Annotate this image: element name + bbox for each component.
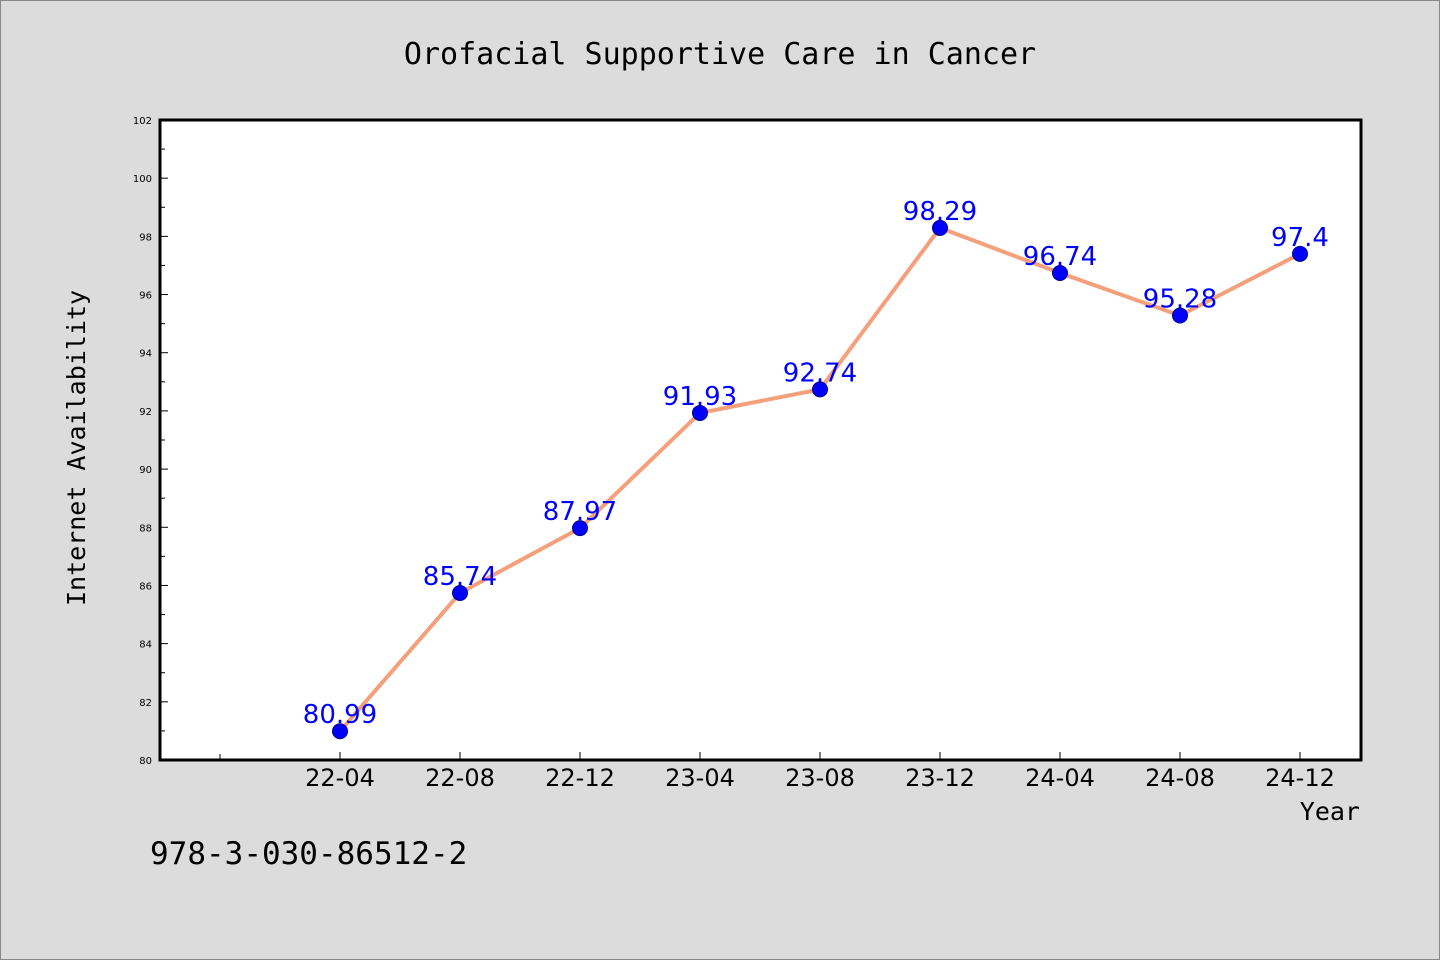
y-axis-ticks: 80 82 84 86 88 90 92 94 96 98 100 102 xyxy=(133,116,168,767)
y-tick-label: 82 xyxy=(139,698,152,709)
y-tick-label: 102 xyxy=(133,116,152,127)
plot-area xyxy=(158,118,1363,762)
data-label: 97.4 xyxy=(1271,223,1329,253)
x-tick-label: 24-12 xyxy=(1265,764,1335,792)
y-tick-label: 86 xyxy=(139,581,152,592)
data-point xyxy=(572,520,588,537)
chart-title: Orofacial Supportive Care in Cancer xyxy=(404,37,1036,72)
data-label: 92.74 xyxy=(783,358,857,388)
x-tick-label: 23-04 xyxy=(665,764,735,792)
y-tick-label: 80 xyxy=(139,756,152,767)
y-tick-label: 94 xyxy=(139,349,152,360)
data-point xyxy=(1052,265,1068,282)
x-axis-ticks: 22-04 22-08 22-12 23-04 23-08 23-12 24-04 24-08… xyxy=(219,752,1335,792)
data-label: 98.29 xyxy=(903,197,977,227)
data-point xyxy=(932,219,948,236)
data-label: 80.99 xyxy=(303,700,377,730)
x-axis-label: Year xyxy=(1300,797,1360,826)
data-label: 91.93 xyxy=(663,382,737,412)
y-tick-label: 84 xyxy=(139,640,152,651)
data-label: 85.74 xyxy=(423,562,497,592)
x-tick-label: 24-04 xyxy=(1025,764,1095,792)
data-point xyxy=(692,404,708,421)
data-label: 96.74 xyxy=(1023,242,1097,272)
isbn-text: 978-3-030-86512-2 xyxy=(150,836,467,872)
y-tick-label: 90 xyxy=(139,465,152,476)
x-tick-label: 23-12 xyxy=(905,764,975,792)
y-tick-label: 100 xyxy=(133,174,152,185)
data-label: 87.97 xyxy=(543,497,617,527)
data-point xyxy=(812,381,828,398)
y-tick-label: 88 xyxy=(139,523,152,534)
data-point xyxy=(1172,307,1188,324)
x-tick-label: 23-08 xyxy=(785,764,855,792)
data-label: 95.28 xyxy=(1143,284,1217,314)
y-tick-label: 98 xyxy=(139,232,152,243)
y-tick-label: 96 xyxy=(139,291,152,302)
x-tick-label: 22-08 xyxy=(425,764,495,792)
data-labels: 80.99 85.74 87.97 91.93 92.74 98.29 96.74 95.28… xyxy=(303,197,1329,730)
x-tick-label: 22-12 xyxy=(545,764,615,792)
data-point xyxy=(332,723,348,740)
y-axis-label: Internet Availability xyxy=(62,290,91,606)
x-tick-label: 22-04 xyxy=(305,764,375,792)
x-tick-label: 24-08 xyxy=(1145,764,1215,792)
y-tick-label: 92 xyxy=(139,407,152,418)
series-line-group xyxy=(332,219,1308,740)
data-point xyxy=(452,585,468,602)
data-point xyxy=(1292,245,1308,262)
